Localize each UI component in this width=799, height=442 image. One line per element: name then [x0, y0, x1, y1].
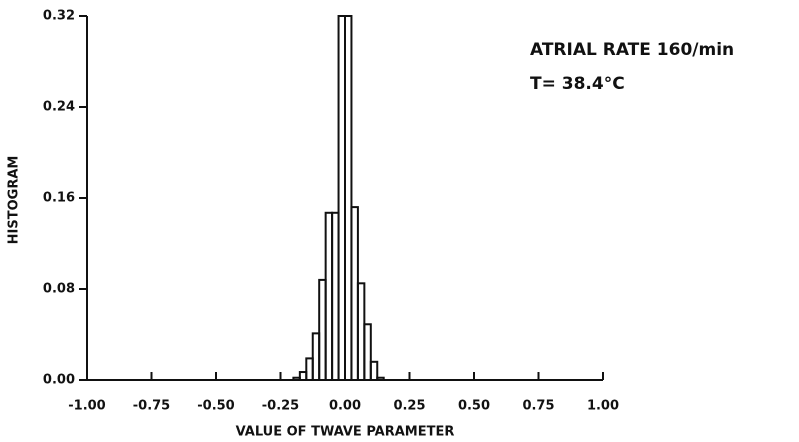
y-tick-label: 0.00 [43, 373, 75, 388]
x-tick-label: 0.75 [522, 399, 554, 414]
bar [369, 360, 379, 381]
annotation: ATRIAL RATE 160/min [530, 40, 734, 60]
x-tick-label: -0.25 [262, 399, 299, 414]
x-tick-label: 0.00 [329, 399, 361, 414]
x-tick-label: 1.00 [587, 399, 619, 414]
x-tick-label: 0.50 [458, 399, 490, 414]
y-tick-label: 0.32 [43, 9, 75, 24]
bar [344, 15, 353, 381]
y-tick-label: 0.16 [43, 191, 75, 206]
y-tick-label: 0.24 [43, 100, 75, 115]
y-axis-label: HISTOGRAM [7, 156, 22, 245]
bar [376, 376, 385, 382]
bar [363, 323, 372, 382]
x-tick-label: -0.50 [197, 399, 234, 414]
annotation: T= 38.4°C [530, 74, 625, 94]
y-tick-label: 0.08 [43, 282, 75, 297]
x-tick-label: -1.00 [68, 399, 105, 414]
x-axis-label: VALUE OF TWAVE PARAMETER [236, 425, 455, 440]
x-tick-label: -0.75 [133, 399, 170, 414]
x-tick-label: 0.25 [393, 399, 425, 414]
